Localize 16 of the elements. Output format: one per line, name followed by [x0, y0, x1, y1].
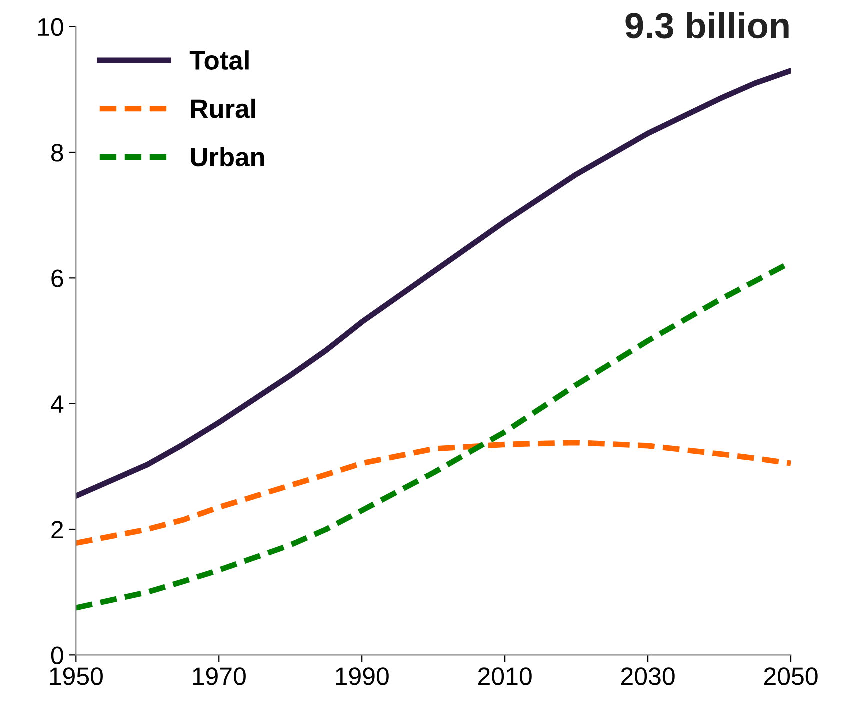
legend-label: Rural [191, 98, 256, 118]
y-tick-label: 2 [52, 521, 64, 539]
x-tick-label: 1950 [50, 668, 103, 686]
y-tick-label: 6 [52, 270, 64, 288]
x-tick-label: 2010 [478, 668, 532, 686]
y-tick-label: 0 [51, 646, 64, 664]
annotation: 9.3 billion [626, 12, 789, 39]
y-tick-label: 8 [52, 144, 64, 162]
legend-label: Urban [191, 147, 264, 167]
x-tick-label: 1990 [336, 668, 389, 686]
y-tick-label: 10 [38, 18, 64, 36]
x-tick-label: 1970 [193, 668, 246, 686]
x-tick-label: 2050 [764, 668, 818, 686]
x-tick-label: 2030 [621, 668, 675, 686]
legend-label: Total [190, 50, 249, 70]
y-tick-label: 4 [51, 396, 64, 413]
